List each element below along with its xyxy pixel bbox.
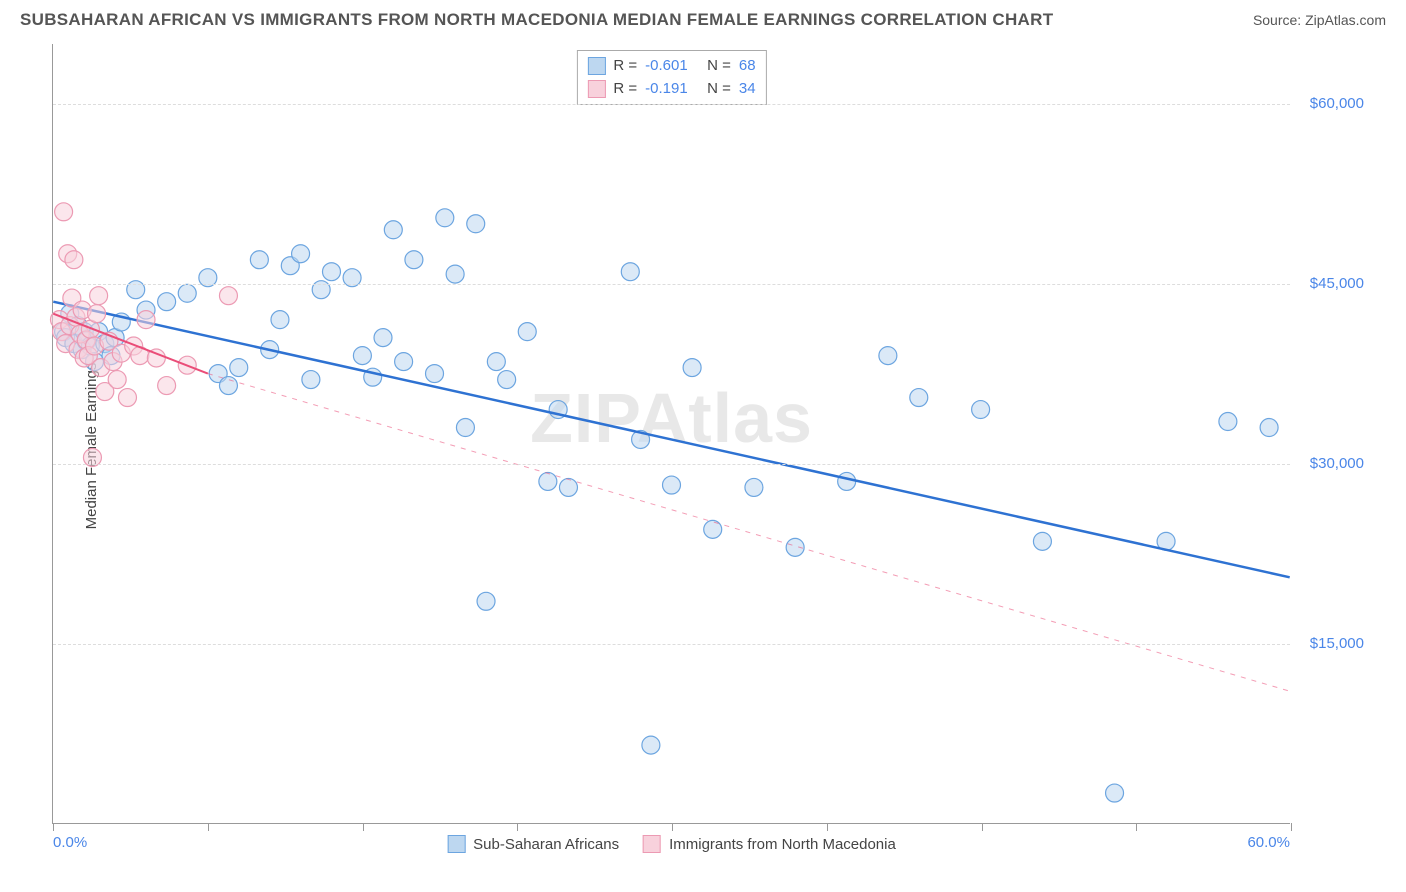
data-point [477, 592, 495, 610]
legend-swatch [643, 835, 661, 853]
legend-row: R = -0.191 N = 34 [587, 78, 755, 101]
x-tick [982, 823, 983, 831]
data-point [374, 329, 392, 347]
data-point [108, 371, 126, 389]
legend-n-value: 34 [739, 78, 756, 101]
legend-row: R = -0.601 N = 68 [587, 55, 755, 78]
data-point [90, 287, 108, 305]
scatter-plot [53, 44, 1290, 823]
data-point [559, 478, 577, 496]
x-tick [208, 823, 209, 831]
legend-item: Sub-Saharan Africans [447, 835, 619, 853]
data-point [642, 736, 660, 754]
gridline [53, 464, 1290, 465]
data-point [467, 215, 485, 233]
data-point [704, 520, 722, 538]
x-tick [53, 823, 54, 831]
data-point [972, 401, 990, 419]
data-point [384, 221, 402, 239]
data-point [436, 209, 454, 227]
chart-title: SUBSAHARAN AFRICAN VS IMMIGRANTS FROM NO… [20, 10, 1053, 30]
x-tick [363, 823, 364, 831]
legend-r-value: -0.601 [645, 55, 699, 78]
x-tick [827, 823, 828, 831]
x-tick [672, 823, 673, 831]
x-axis-min-label: 0.0% [53, 834, 87, 851]
data-point [405, 251, 423, 269]
data-point [621, 263, 639, 281]
data-point [219, 287, 237, 305]
legend-item: Immigrants from North Macedonia [643, 835, 896, 853]
data-point [88, 305, 106, 323]
data-point [663, 476, 681, 494]
data-point [353, 347, 371, 365]
trend-line [53, 302, 1289, 578]
data-point [838, 472, 856, 490]
legend-r-label: R = [613, 78, 637, 101]
data-point [55, 203, 73, 221]
y-tick-label: $60,000 [1310, 95, 1364, 112]
x-tick [1291, 823, 1292, 831]
data-point [219, 377, 237, 395]
gridline [53, 284, 1290, 285]
data-point [539, 472, 557, 490]
data-point [322, 263, 340, 281]
data-point [250, 251, 268, 269]
legend-swatch [587, 80, 605, 98]
data-point [395, 353, 413, 371]
data-point [158, 377, 176, 395]
y-tick-label: $45,000 [1310, 275, 1364, 292]
data-point [487, 353, 505, 371]
legend-swatch [447, 835, 465, 853]
header: SUBSAHARAN AFRICAN VS IMMIGRANTS FROM NO… [0, 0, 1406, 34]
data-point [518, 323, 536, 341]
x-axis-max-label: 60.0% [1247, 834, 1290, 851]
data-point [1260, 419, 1278, 437]
legend-r-value: -0.191 [645, 78, 699, 101]
data-point [292, 245, 310, 263]
data-point [1033, 532, 1051, 550]
data-point [1106, 784, 1124, 802]
data-point [879, 347, 897, 365]
gridline [53, 644, 1290, 645]
legend-n-label: N = [707, 78, 731, 101]
data-point [137, 311, 155, 329]
data-point [683, 359, 701, 377]
data-point [1219, 413, 1237, 431]
data-point [745, 478, 763, 496]
data-point [65, 251, 83, 269]
series-legend: Sub-Saharan Africans Immigrants from Nort… [447, 835, 896, 853]
data-point [230, 359, 248, 377]
data-point [302, 371, 320, 389]
chart-area: ZIPAtlas R = -0.601 N = 68 R = -0.191 N … [52, 44, 1290, 824]
legend-n-label: N = [707, 55, 731, 78]
y-tick-label: $30,000 [1310, 455, 1364, 472]
legend-label: Sub-Saharan Africans [473, 836, 619, 853]
gridline [53, 104, 1290, 105]
data-point [498, 371, 516, 389]
data-point [446, 265, 464, 283]
x-tick [1136, 823, 1137, 831]
x-tick [517, 823, 518, 831]
legend-r-label: R = [613, 55, 637, 78]
data-point [910, 389, 928, 407]
y-tick-label: $15,000 [1310, 635, 1364, 652]
legend-label: Immigrants from North Macedonia [669, 836, 896, 853]
data-point [456, 419, 474, 437]
legend-swatch [587, 57, 605, 75]
data-point [178, 284, 196, 302]
legend-n-value: 68 [739, 55, 756, 78]
data-point [426, 365, 444, 383]
data-point [158, 293, 176, 311]
correlation-legend: R = -0.601 N = 68 R = -0.191 N = 34 [576, 50, 766, 105]
data-point [271, 311, 289, 329]
data-point [118, 389, 136, 407]
source-label: Source: ZipAtlas.com [1253, 12, 1386, 28]
